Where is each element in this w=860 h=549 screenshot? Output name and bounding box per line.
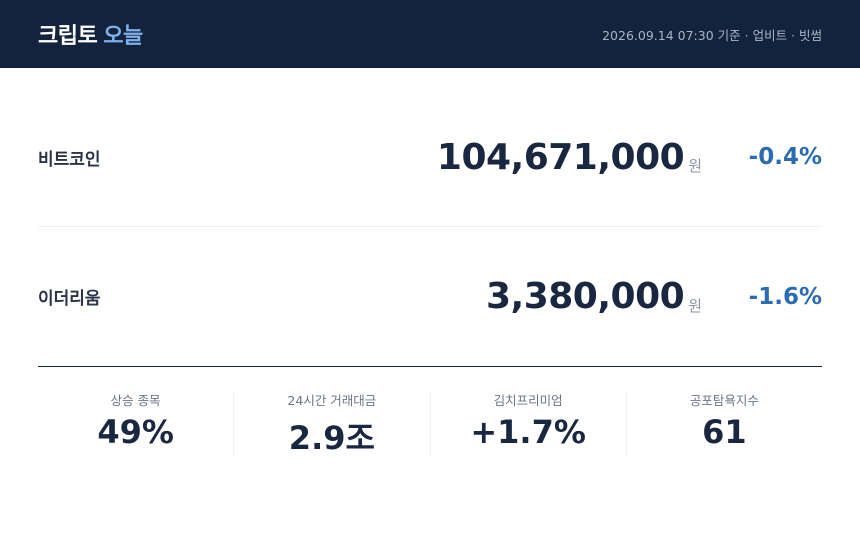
brand-text: 크립토 bbox=[38, 24, 98, 49]
asset-name: 비트코인 bbox=[38, 149, 101, 170]
stat-value: +1.7% bbox=[470, 413, 586, 451]
stat-value: 2.9조 bbox=[288, 419, 375, 457]
price-unit: 원 bbox=[688, 157, 702, 175]
stat-label: 상승 종목 bbox=[110, 393, 161, 408]
price-change: -1.6% bbox=[748, 283, 822, 310]
asset-row: 이더리움 3,380,000 원 -1.6% bbox=[38, 227, 822, 367]
price-change: -0.4% bbox=[748, 144, 822, 170]
asset-name: 이더리움 bbox=[38, 289, 101, 309]
asset-list: 비트코인 104,671,000 원 -0.4% 이더리움 3,380,000 원 -1.6% bbox=[38, 88, 822, 367]
stat-card: 공포탐욕지수 61 bbox=[625, 392, 822, 456]
header: 크립토 오늘 2026.09.14 07:30 기준 · 업비트 · 빗썸 bbox=[0, 0, 860, 68]
asset-row: 비트코인 104,671,000 원 -0.4% bbox=[38, 88, 822, 227]
asset-price: 104,671,000 bbox=[436, 136, 685, 178]
stat-card: 상승 종목 49% bbox=[38, 392, 233, 456]
stat-label: 김치프리미엄 bbox=[493, 393, 563, 408]
brand: 크립토 오늘 bbox=[38, 18, 143, 50]
stat-card: 김치프리미엄 +1.7% bbox=[429, 392, 626, 456]
asset-price: 3,380,000 bbox=[485, 276, 685, 317]
update-info: 2026.09.14 07:30 기준 · 업비트 · 빗썸 bbox=[602, 27, 822, 43]
stat-label: 공포탐욕지수 bbox=[689, 393, 759, 408]
stat-card: 24시간 거래대금 2.9조 bbox=[233, 392, 429, 457]
stat-value: 49% bbox=[97, 413, 174, 451]
stat-label: 24시간 거래대금 bbox=[287, 393, 377, 408]
price-unit: 원 bbox=[688, 297, 702, 315]
brand-accent: 오늘 bbox=[103, 24, 143, 49]
stats: 상승 종목 49% 24시간 거래대금 2.9조 김치프리미엄 +1.7% 공포탐욕지수 61 bbox=[38, 392, 822, 457]
stat-value: 61 bbox=[702, 413, 747, 451]
